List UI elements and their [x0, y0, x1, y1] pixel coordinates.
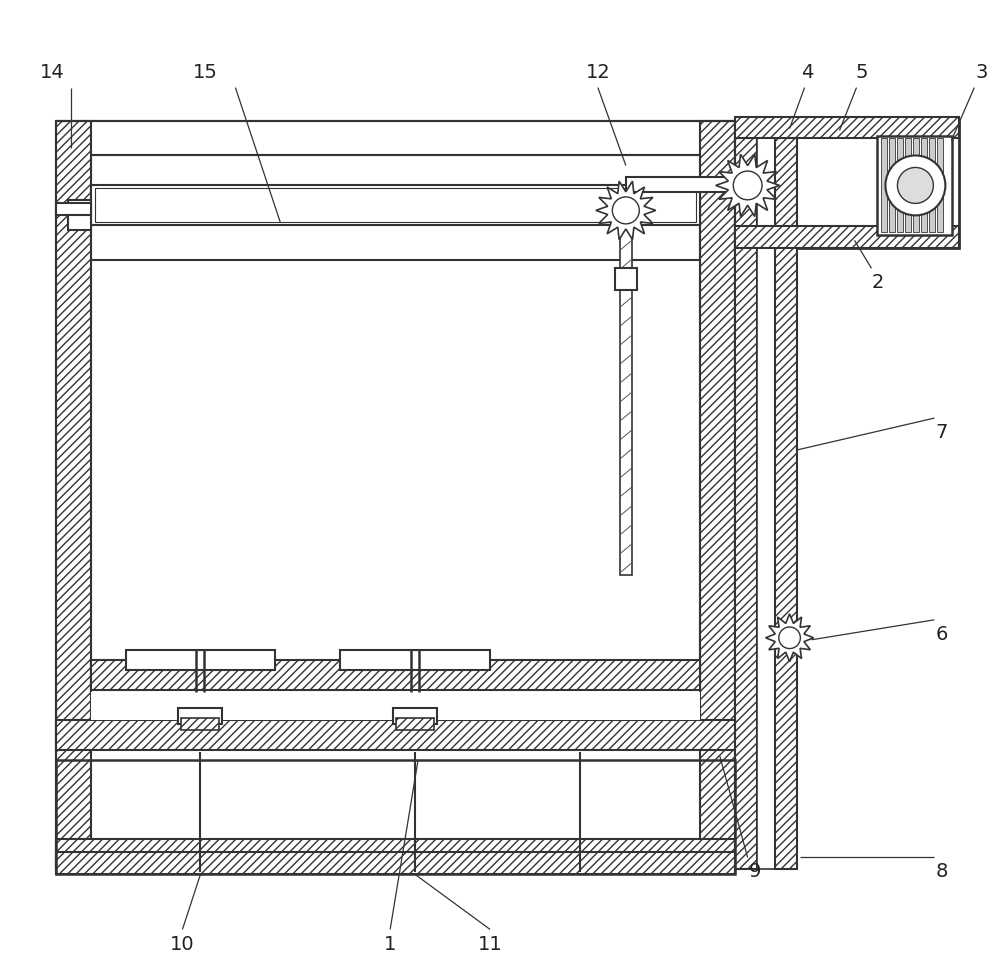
- Polygon shape: [596, 182, 656, 239]
- Circle shape: [897, 168, 933, 203]
- Bar: [91, 185, 700, 225]
- Bar: [56, 852, 735, 874]
- Text: 11: 11: [478, 935, 502, 954]
- Bar: [91, 690, 700, 719]
- Bar: [340, 650, 490, 670]
- Text: 14: 14: [40, 63, 65, 82]
- Bar: [126, 650, 275, 670]
- Bar: [929, 139, 935, 232]
- Bar: [735, 118, 959, 248]
- Bar: [91, 155, 700, 839]
- Bar: [56, 839, 735, 870]
- Bar: [877, 136, 952, 235]
- Text: 1: 1: [384, 935, 396, 954]
- Bar: [56, 120, 91, 870]
- Bar: [68, 200, 91, 230]
- Text: 7: 7: [935, 423, 948, 441]
- Text: 2: 2: [871, 273, 884, 292]
- Bar: [735, 139, 757, 870]
- Circle shape: [885, 155, 945, 216]
- Bar: [921, 139, 927, 232]
- Bar: [56, 203, 91, 216]
- Bar: [178, 708, 222, 723]
- Bar: [735, 116, 959, 139]
- Bar: [396, 717, 434, 730]
- Bar: [620, 225, 632, 575]
- Polygon shape: [766, 614, 814, 662]
- Text: 9: 9: [748, 862, 761, 881]
- Text: 8: 8: [935, 862, 948, 881]
- Bar: [181, 717, 219, 730]
- Bar: [95, 188, 696, 223]
- Text: 15: 15: [193, 63, 218, 82]
- Text: 5: 5: [855, 63, 868, 82]
- Circle shape: [612, 197, 639, 224]
- Circle shape: [733, 171, 762, 200]
- Bar: [56, 759, 735, 874]
- Circle shape: [779, 627, 800, 649]
- Bar: [757, 139, 775, 870]
- Bar: [937, 139, 943, 232]
- Text: 10: 10: [170, 935, 195, 954]
- Text: 12: 12: [585, 63, 610, 82]
- Polygon shape: [716, 154, 780, 217]
- Bar: [905, 139, 911, 232]
- Bar: [56, 719, 735, 750]
- Bar: [881, 139, 887, 232]
- Bar: [626, 178, 741, 192]
- Text: 6: 6: [935, 626, 948, 644]
- Bar: [913, 139, 919, 232]
- Text: 4: 4: [801, 63, 814, 82]
- Text: 3: 3: [975, 63, 988, 82]
- Bar: [735, 226, 959, 248]
- Bar: [897, 139, 903, 232]
- Bar: [91, 660, 700, 690]
- Bar: [615, 268, 637, 290]
- Bar: [889, 139, 895, 232]
- Bar: [393, 708, 437, 723]
- Bar: [700, 120, 735, 870]
- Bar: [775, 139, 797, 870]
